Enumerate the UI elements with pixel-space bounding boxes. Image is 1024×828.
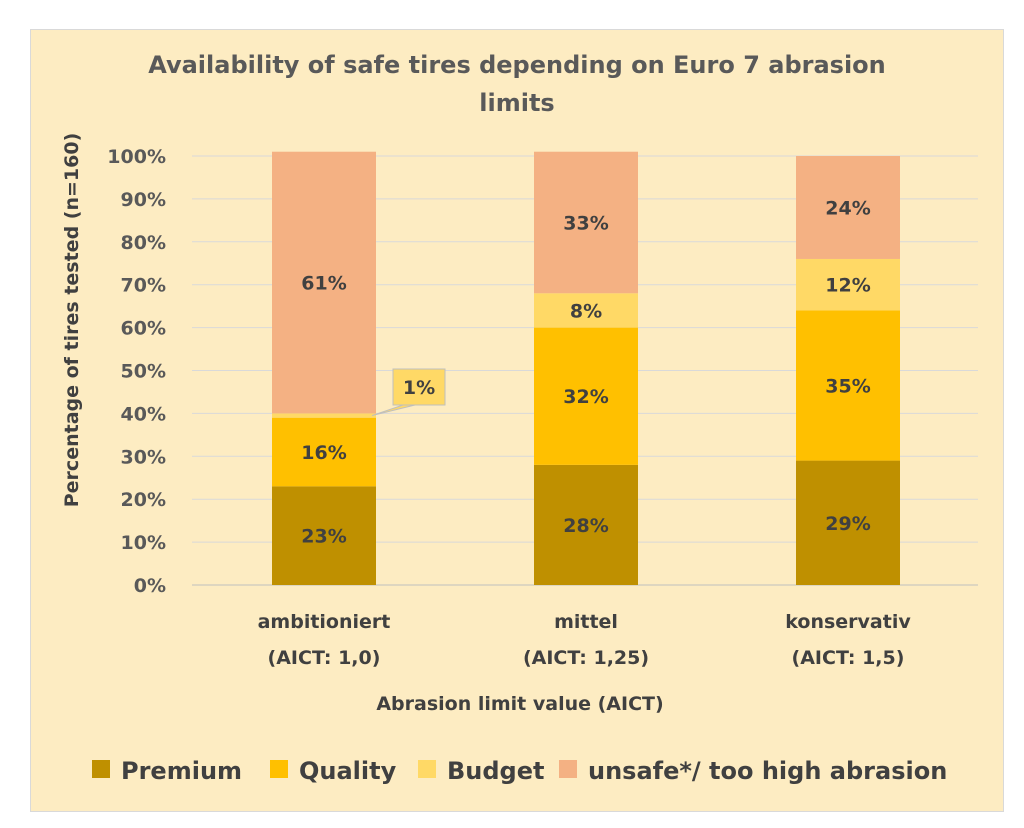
bars <box>272 151 900 585</box>
y-tick-label: 90% <box>121 189 166 211</box>
y-tick-label: 10% <box>121 532 166 554</box>
x-axis-title: Abrasion limit value (AICT) <box>376 693 663 715</box>
x-axis-categories: ambitioniert (AICT: 1,0) mittel (AICT: 1,25… <box>258 611 912 669</box>
category-label: konservativ <box>785 611 911 633</box>
chart-title-line-2: limits <box>479 89 554 117</box>
y-tick-label: 0% <box>134 575 166 597</box>
data-label: 28% <box>563 515 608 537</box>
category-sublabel: (AICT: 1,5) <box>792 647 905 669</box>
y-tick-label: 80% <box>121 232 166 254</box>
legend-label: Quality <box>299 757 397 785</box>
data-label: 23% <box>301 526 346 548</box>
y-axis-ticks: 0% 10% 20% 30% 40% 50% 60% 70% 80% 90% 100% <box>107 146 166 597</box>
data-labels: 23% 16% 1% 61% 28% 32% 8% 33% 29% 35% 12% 24% <box>301 197 870 547</box>
bar-segment-premium <box>534 464 638 585</box>
bar-segment-budget <box>534 293 638 328</box>
y-tick-label: 50% <box>121 361 166 383</box>
legend-swatch <box>270 760 288 778</box>
bar-segment-premium <box>272 486 376 585</box>
data-label: 8% <box>570 300 602 322</box>
data-label: 33% <box>563 212 608 234</box>
category-sublabel: (AICT: 1,0) <box>268 647 381 669</box>
bar-segment-quality <box>272 417 376 487</box>
bar-segment-premium <box>796 460 900 585</box>
category-label: ambitioniert <box>258 611 391 633</box>
y-axis-title: Percentage of tires tested (n=160) <box>61 133 83 508</box>
data-label: 61% <box>301 273 346 295</box>
y-tick-label: 100% <box>107 146 166 168</box>
data-label: 35% <box>825 376 870 398</box>
data-label: 29% <box>825 513 870 535</box>
bar-segment-budget <box>796 258 900 311</box>
callout-label: 1% <box>403 377 435 399</box>
y-tick-label: 40% <box>121 403 166 425</box>
legend-label: Premium <box>121 757 242 785</box>
category-sublabel: (AICT: 1,25) <box>523 647 649 669</box>
y-tick-label: 20% <box>121 489 166 511</box>
bar-segment-quality <box>796 310 900 461</box>
chart-title-line-1: Availability of safe tires depending on … <box>148 51 886 79</box>
legend-swatch <box>418 760 436 778</box>
bar-segment-unsafe <box>796 156 900 259</box>
y-tick-label: 60% <box>121 318 166 340</box>
bar-segment-quality <box>534 327 638 465</box>
legend-label: unsafe*/ too high abrasion <box>588 757 947 785</box>
callout-box <box>392 368 446 406</box>
y-tick-label: 70% <box>121 275 166 297</box>
category-label: mittel <box>554 611 618 633</box>
legend-swatch <box>92 760 110 778</box>
data-label: 12% <box>825 275 870 297</box>
data-label: 24% <box>825 197 870 219</box>
data-label: 16% <box>301 442 346 464</box>
legend: Premium Quality Budget unsafe*/ too high ab… <box>92 757 947 785</box>
bar-segment-unsafe <box>272 151 376 414</box>
y-tick-label: 30% <box>121 446 166 468</box>
callout-pointer <box>371 404 416 417</box>
bar-segment-unsafe <box>534 151 638 294</box>
legend-label: Budget <box>447 757 545 785</box>
legend-swatch <box>559 760 577 778</box>
data-label: 32% <box>563 386 608 408</box>
bar-segment-budget <box>272 413 376 418</box>
